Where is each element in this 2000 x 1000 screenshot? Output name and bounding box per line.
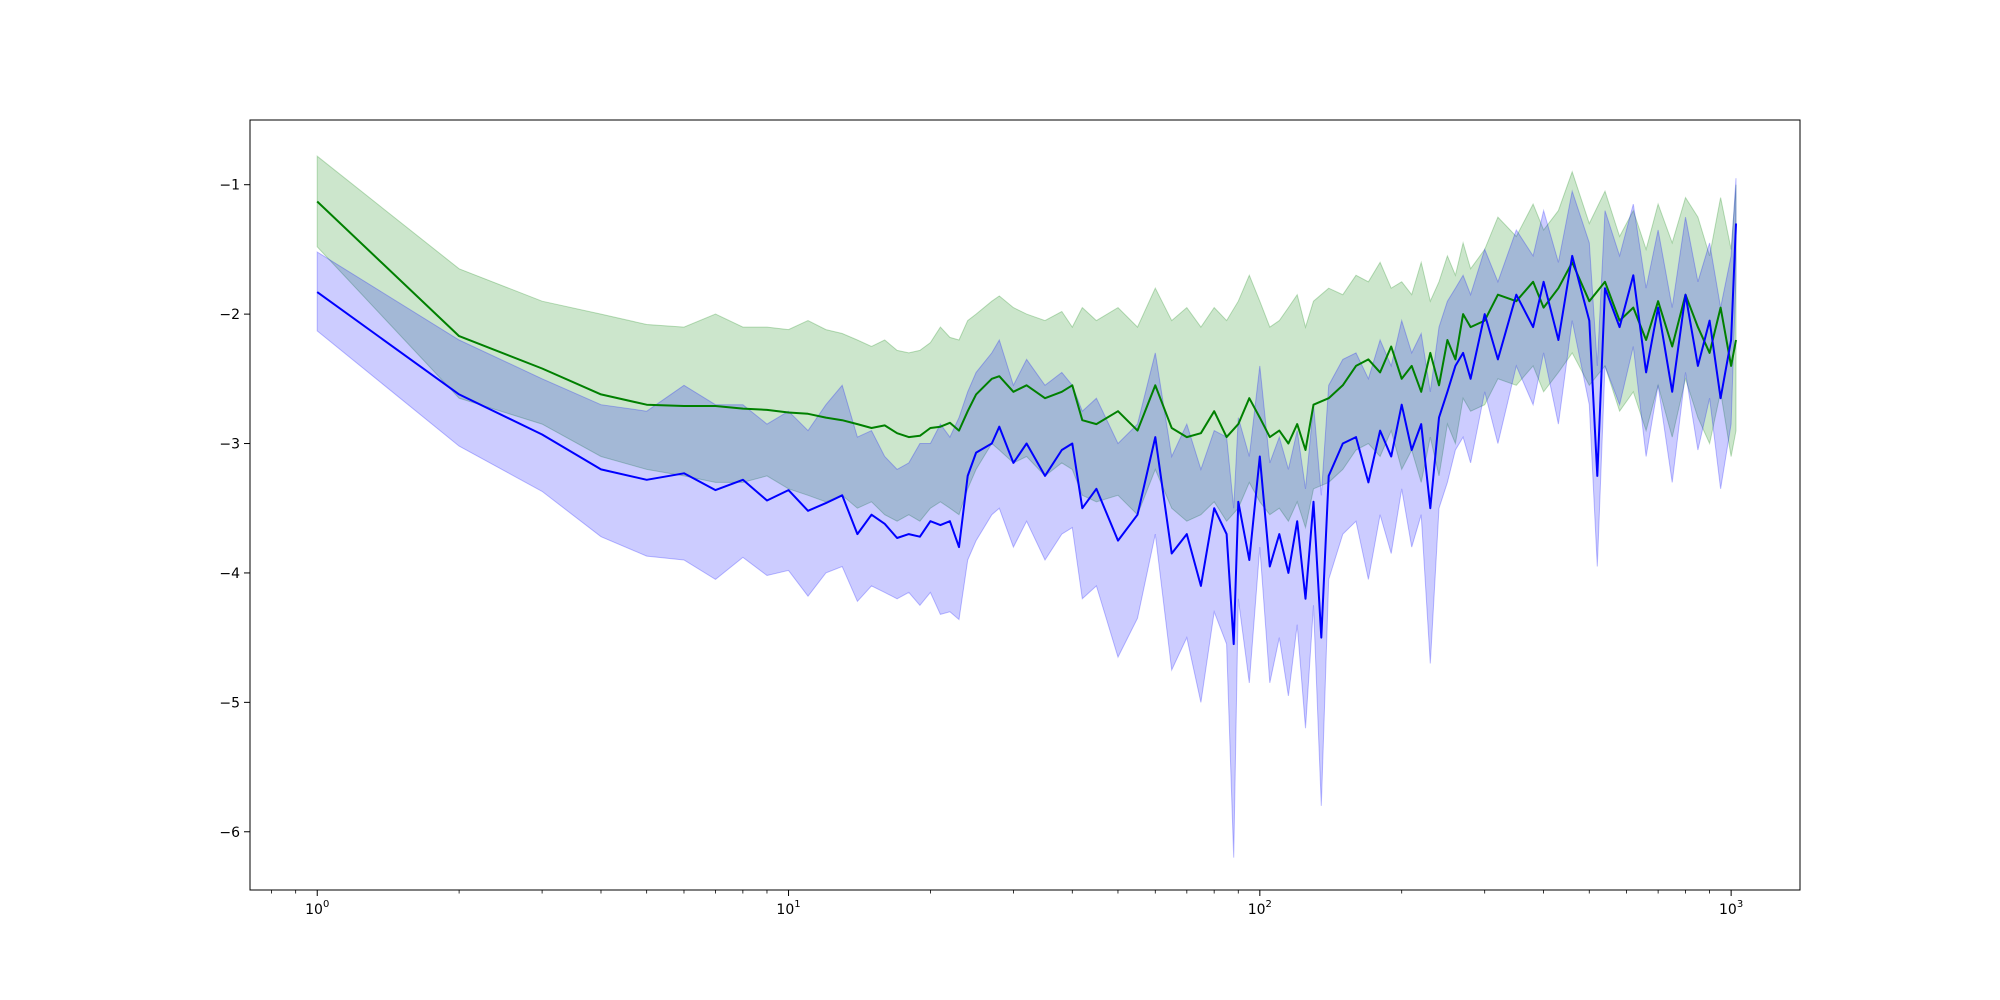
y-axis: −1 −2 −3 −4 −5 −6 <box>219 178 250 841</box>
y-tick-label: −6 <box>219 825 240 841</box>
line-series-2 <box>316 223 1737 646</box>
x-axis: 100 101 102 103 <box>271 890 1743 918</box>
series-lines <box>316 200 1737 646</box>
line-series-1 <box>316 200 1737 451</box>
x-tick-label: 100 <box>305 899 329 918</box>
x-tick-label: 103 <box>1719 899 1743 918</box>
plot-frame <box>249 119 1801 891</box>
confidence-bands <box>316 155 1737 858</box>
y-tick-label: −4 <box>219 566 240 582</box>
x-tick-label: 101 <box>776 899 800 918</box>
x-tick-label: 102 <box>1248 899 1272 918</box>
y-tick-label: −3 <box>219 437 240 453</box>
y-tick-label: −5 <box>219 695 240 711</box>
y-tick-label: −1 <box>219 178 240 194</box>
band-series-2 <box>316 178 1737 858</box>
y-tick-label: −2 <box>219 307 240 323</box>
